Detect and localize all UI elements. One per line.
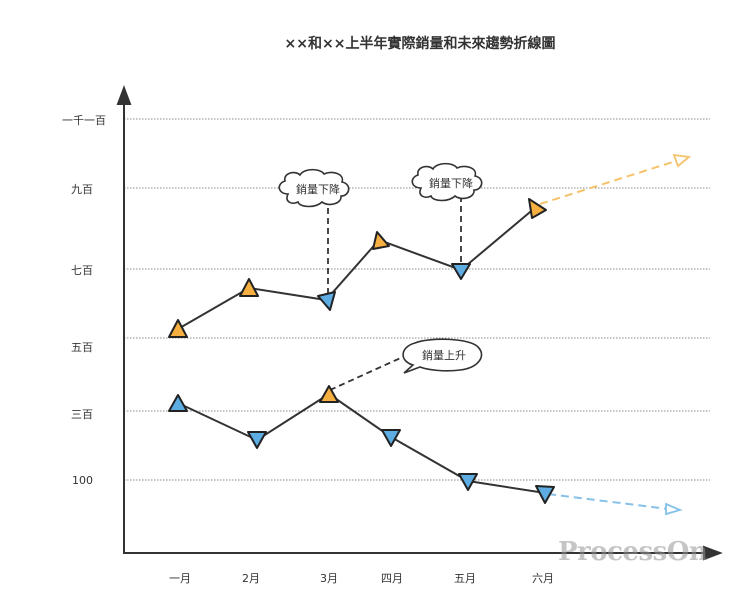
x-tick-feb: 2月 bbox=[242, 572, 260, 585]
cloud-callout-2 bbox=[411, 162, 483, 202]
callout-text-3: 銷量上升 bbox=[422, 349, 466, 362]
marker-lower-1 bbox=[168, 394, 188, 412]
x-axis-arrow-icon bbox=[703, 545, 723, 561]
marker-lower-5 bbox=[458, 473, 478, 491]
y-tick-100: 100 bbox=[72, 474, 93, 487]
trend-line-orange bbox=[539, 160, 677, 205]
trend-arrow-orange-icon bbox=[672, 153, 692, 168]
callout-text-1: 銷量下降 bbox=[296, 183, 340, 196]
marker-upper-4 bbox=[372, 231, 390, 250]
marker-lower-3 bbox=[319, 385, 339, 403]
y-tick-300: 三百 bbox=[71, 408, 93, 421]
marker-upper-3 bbox=[317, 291, 336, 311]
marker-lower-2 bbox=[247, 431, 267, 449]
x-tick-apr: 四月 bbox=[381, 572, 403, 585]
marker-lower-6 bbox=[535, 485, 555, 504]
chart-title: ××和××上半年實際銷量和未來趨勢折線圖 bbox=[284, 36, 556, 52]
marker-upper-1 bbox=[168, 319, 188, 338]
x-tick-mar: 3月 bbox=[320, 572, 338, 585]
speech-bubble-callout bbox=[402, 338, 483, 374]
marker-upper-5 bbox=[451, 263, 471, 280]
series-upper-line bbox=[177, 206, 537, 330]
trend-line-blue bbox=[547, 493, 669, 510]
y-tick-500: 五百 bbox=[71, 341, 93, 354]
cloud-callout-1 bbox=[278, 168, 350, 208]
marker-upper-2 bbox=[239, 278, 259, 297]
x-tick-may: 五月 bbox=[454, 572, 476, 585]
marker-lower-4 bbox=[381, 429, 401, 447]
watermark-logo: ProcessOn bbox=[558, 537, 708, 567]
y-axis-arrow-icon bbox=[116, 85, 132, 105]
axes bbox=[116, 85, 723, 561]
trend-arrow-blue-icon bbox=[665, 502, 683, 516]
y-tick-1100: 一千一百 bbox=[62, 114, 106, 127]
y-tick-900: 九百 bbox=[71, 183, 93, 196]
callout-text-2: 銷量下降 bbox=[429, 177, 473, 190]
marker-upper-6 bbox=[528, 198, 547, 219]
series-lower-line bbox=[177, 392, 546, 494]
callout-connector-3 bbox=[329, 355, 406, 391]
y-tick-700: 七百 bbox=[71, 264, 93, 277]
x-tick-jan: 一月 bbox=[169, 572, 191, 585]
x-tick-jun: 六月 bbox=[532, 572, 554, 585]
